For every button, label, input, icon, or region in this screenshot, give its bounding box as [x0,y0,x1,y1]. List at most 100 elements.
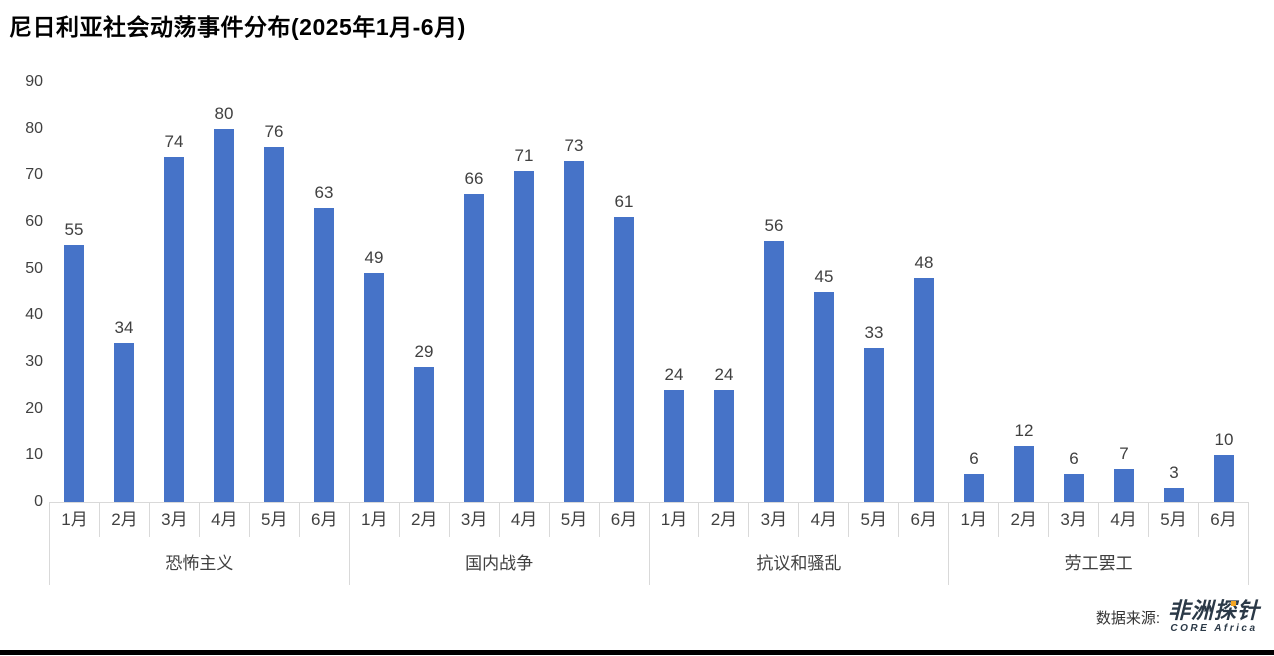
bar [864,348,884,502]
bar-value-label: 12 [1014,421,1034,440]
bar-cell: 80 [199,82,249,502]
bar-cell: 73 [549,82,599,502]
y-tick-label: 80 [25,119,43,137]
bar-cell: 49 [349,82,399,502]
month-row: 1月 2月 3月 4月 5月 6月 [650,503,949,537]
bar-cell: 33 [849,82,899,502]
bar-cell: 12 [999,82,1049,502]
month-label: 2月 [999,503,1050,537]
bar-cell: 61 [599,82,649,502]
bar-value-label: 33 [864,323,884,342]
month-label: 6月 [910,510,937,529]
bar [464,194,484,502]
bar-cell: 76 [249,82,299,502]
bar [764,240,784,502]
bar [214,128,234,502]
month-label: 1月 [50,503,100,537]
bar-value-label: 6 [1069,449,1079,468]
month-label: 2月 [400,503,450,537]
month-label: 2月 [699,503,750,537]
bar [414,366,434,502]
month-row: 1月 2月 3月 4月 5月 6月 [350,503,649,537]
bar-cell: 6 [1049,82,1099,502]
bar-value-label: 29 [414,341,434,361]
bar-cell: 6 [949,82,999,502]
bar [714,390,734,502]
month-label: 5月 [250,503,300,537]
plot-area: 55 34 74 80 76 63 49 29 66 71 73 61 24 24 56 45 33 48 6 12 6… [49,82,1249,585]
y-tick-label: 20 [25,399,43,417]
month-label: 4月 [200,503,250,537]
bar [1064,474,1084,502]
bar [914,278,934,502]
bar-value-label: 7 [1119,444,1129,464]
bar [1014,446,1034,502]
bar-cell: 55 [49,82,99,502]
bar-cell: 48 [899,82,949,502]
bar-value-label: 10 [1214,430,1234,450]
y-tick-label: 0 [34,493,43,510]
bar-cell: 71 [499,82,549,502]
bar-value-label: 61 [614,192,634,212]
month-row: 1月 2月 3月 4月 5月 6月 [949,503,1248,537]
bar-value-label: 49 [364,248,384,268]
bar [164,156,184,502]
y-tick-label: 50 [25,259,43,277]
bar-cell: 45 [799,82,849,502]
logo-accent-dot [1231,601,1236,606]
month-label: 4月 [799,503,850,537]
month-row: 1月 2月 3月 4月 5月 6月 [50,503,349,537]
axis-groups: 1月 2月 3月 4月 5月 6月 恐怖主义 1月 2月 3月 4月 5月 6月 国内战争 1月 2月 3月 4月… [49,502,1249,585]
bar-cell: 24 [699,82,749,502]
group-axis: 1月 2月 3月 4月 5月 6月 国内战争 [348,503,649,585]
y-tick-label: 10 [25,446,43,464]
month-label: 3月 [1049,503,1100,537]
bottom-border-strip [0,650,1274,655]
bar-value-label: 73 [564,136,584,156]
logo-chinese-text: 非洲探针 [1167,598,1260,623]
plot-groups: 55 34 74 80 76 63 49 29 66 71 73 61 24 24 56 45 33 48 6 12 6… [49,82,1249,502]
month-label: 3月 [150,503,200,537]
bar [1214,455,1234,502]
y-tick-label: 30 [25,353,43,371]
bar [1114,469,1134,502]
data-source: 数据来源: 非洲探针 CORE Africa [1096,600,1260,634]
group-axis: 1月 2月 3月 4月 5月 6月 劳工罢工 [948,503,1248,585]
group-axis: 1月 2月 3月 4月 5月 6月 抗议和骚乱 [648,503,949,585]
bar-value-label: 76 [264,122,284,142]
group-bars: 55 34 74 80 76 63 [49,82,349,502]
y-tick-label: 70 [25,166,43,184]
bar [1164,488,1184,502]
bar [964,474,984,502]
month-label: 5月 [849,503,900,537]
bar-value-label: 24 [664,365,684,384]
month-label: 1月 [949,503,1000,537]
bar-cell: 66 [449,82,499,502]
group-axis: 1月 2月 3月 4月 5月 6月 恐怖主义 [49,503,349,585]
group-label: 抗议和骚乱 [756,553,842,573]
bar-cell: 29 [399,82,449,502]
group-bars: 24 24 56 45 33 48 [649,82,949,502]
group-bars: 6 12 6 7 3 10 [949,82,1249,502]
bar [564,161,584,502]
month-label: 1月 [350,503,400,537]
bar [64,245,84,502]
bar-value-label: 6 [969,449,979,468]
month-label: 5月 [550,503,600,537]
core-africa-logo: 非洲探针 CORE Africa [1168,600,1260,634]
bar-value-label: 3 [1169,463,1179,482]
bar-cell: 24 [649,82,699,502]
bar [514,170,534,502]
y-tick-label: 90 [25,73,43,90]
bar [664,390,684,502]
bar-cell: 10 [1199,82,1249,502]
bar-value-label: 74 [164,131,184,151]
bar [364,273,384,502]
month-label: 2月 [100,503,150,537]
bar-cell: 7 [1099,82,1149,502]
bar-chart: 0 10 20 30 40 50 60 70 80 90 55 34 74 80 76 63 49 29 66 71… [7,73,1249,585]
bar [614,217,634,502]
bar-value-label: 34 [114,318,134,338]
month-label: 1月 [650,503,700,537]
